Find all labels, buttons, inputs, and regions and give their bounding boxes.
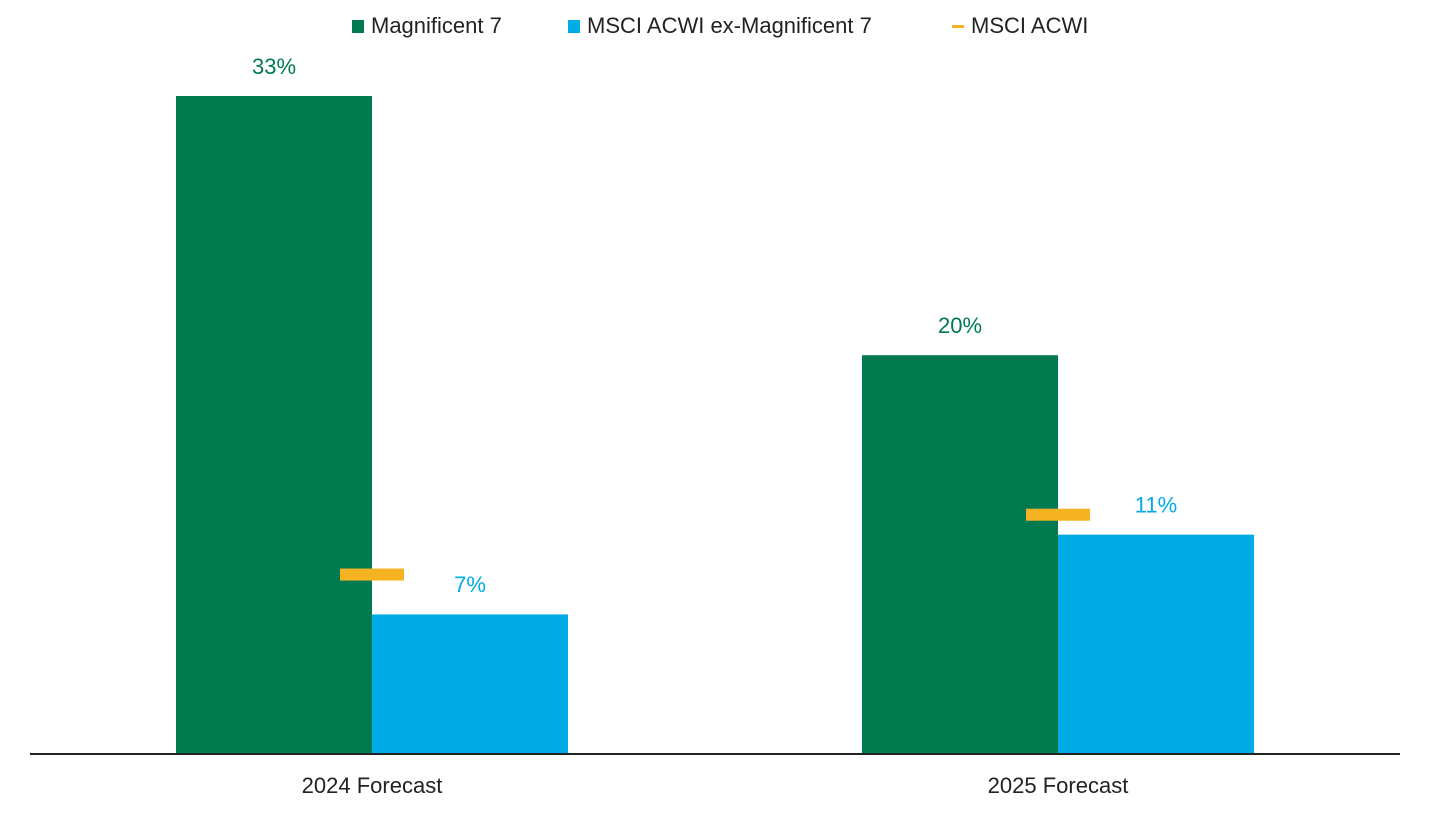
value-label: 33% [252,54,296,79]
legend-swatch [568,20,580,33]
bar [862,355,1058,754]
legend-label: MSCI ACWI [971,13,1088,38]
marker [340,568,404,581]
bar [1058,534,1254,754]
marker [1026,508,1090,521]
value-label: 20% [938,313,982,338]
x-tick-label: 2025 Forecast [988,773,1129,798]
bar [372,614,568,754]
x-tick-label: 2024 Forecast [302,773,443,798]
value-label: 7% [454,572,486,597]
legend-swatch [352,20,364,33]
value-label: 11% [1135,492,1177,517]
legend-label: Magnificent 7 [371,13,502,38]
bar [176,96,372,754]
legend-label: MSCI ACWI ex-Magnificent 7 [587,13,872,38]
legend-swatch [952,25,964,28]
